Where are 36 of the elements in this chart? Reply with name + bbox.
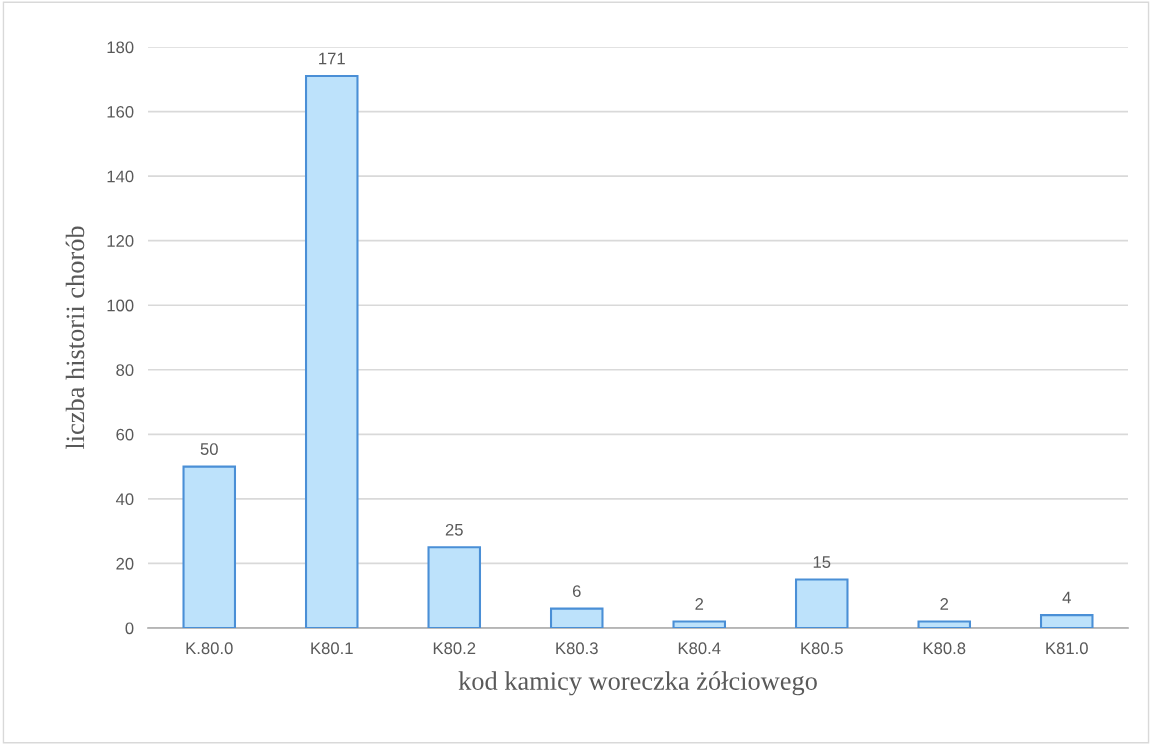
- x-tick-label: K80.2: [433, 642, 476, 655]
- y-tick-label: 0: [125, 622, 134, 635]
- data-label: 171: [319, 52, 345, 65]
- y-axis-title: liczba historii chorób: [65, 226, 85, 450]
- x-axis-title: kod kamicy woreczka żółciowego: [458, 671, 817, 696]
- data-label: 25: [445, 523, 463, 536]
- data-label: 6: [572, 585, 581, 598]
- x-tick-label: K80.4: [678, 642, 721, 655]
- y-tick-label: 140: [107, 170, 134, 183]
- y-tick-label: 180: [107, 41, 134, 54]
- data-label: 15: [813, 556, 831, 568]
- data-label: 4: [1062, 591, 1071, 604]
- x-tick-label: K80.3: [556, 642, 598, 655]
- y-tick-label: 40: [115, 493, 134, 506]
- y-tick-label: 20: [116, 557, 134, 570]
- y-tick-label: 160: [107, 105, 134, 118]
- y-tick-label: 100: [107, 299, 134, 312]
- bar: [917, 620, 972, 628]
- x-tick-label: K.80.0: [186, 642, 233, 655]
- x-tick-label: K81.0: [1046, 642, 1088, 655]
- bar: [1039, 614, 1094, 628]
- x-tick-label: K80.5: [801, 642, 843, 655]
- data-label: 50: [200, 443, 218, 455]
- data-label: 2: [940, 598, 949, 610]
- bar: [182, 465, 237, 628]
- bar: [549, 607, 604, 628]
- bar: [794, 578, 849, 628]
- bar: [304, 75, 359, 628]
- y-tick-label: 120: [107, 235, 134, 247]
- y-tick-label: 60: [116, 428, 134, 441]
- bar: [427, 546, 482, 628]
- x-tick-label: K80.1: [311, 642, 353, 655]
- y-tick-label: 80: [116, 364, 134, 376]
- data-label: 2: [695, 598, 704, 610]
- x-tick-label: K80.8: [923, 642, 966, 655]
- bar: [672, 620, 727, 628]
